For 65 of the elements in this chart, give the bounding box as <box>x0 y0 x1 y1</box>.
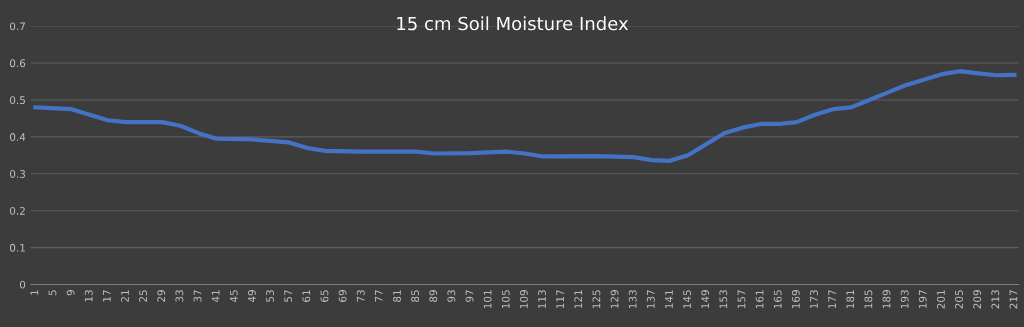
x-tick-label: 125 <box>592 290 601 309</box>
x-tick-label: 169 <box>791 290 800 309</box>
y-tick-label: 0.2 <box>9 206 25 215</box>
x-tick-label: 81 <box>393 290 401 302</box>
x-tick-label: 93 <box>447 290 456 302</box>
x-tick-label: 181 <box>846 290 855 309</box>
x-tick-label: 193 <box>900 290 909 309</box>
x-tick-label: 77 <box>375 290 383 302</box>
x-tick-label: 117 <box>556 290 564 309</box>
x-tick-label: 33 <box>175 290 184 302</box>
x-tick-label: 217 <box>1009 290 1018 309</box>
x-tick-label: 173 <box>810 290 818 309</box>
y-tick-label: 0 <box>19 280 26 289</box>
x-tick-label: 121 <box>574 290 583 309</box>
x-tick-label: 129 <box>610 290 619 309</box>
x-tick-label: 1 <box>30 290 39 295</box>
x-tick-label: 37 <box>193 290 202 302</box>
x-tick-label: 89 <box>429 290 438 302</box>
x-tick-label: 5 <box>48 290 57 296</box>
x-tick-label: 105 <box>501 290 510 309</box>
x-tick-label: 209 <box>973 290 982 309</box>
x-tick-label: 113 <box>538 290 546 309</box>
x-tick-label: 157 <box>737 290 746 309</box>
x-tick-label: 213 <box>991 290 1000 309</box>
y-tick-label: 0.5 <box>9 96 25 105</box>
x-tick-label: 21 <box>121 290 129 302</box>
x-tick-label: 161 <box>755 290 764 309</box>
y-tick-label: 0.3 <box>9 170 26 178</box>
x-tick-label: 41 <box>211 290 220 303</box>
x-tick-label: 153 <box>719 290 728 309</box>
x-tick-label: 149 <box>701 290 710 309</box>
x-tick-label: 9 <box>66 290 75 296</box>
x-tick-label: 13 <box>84 290 93 302</box>
y-tick-label: 0.4 <box>9 133 26 141</box>
x-tick-label: 177 <box>828 290 836 309</box>
x-tick-label: 29 <box>157 290 166 302</box>
x-tick-label: 61 <box>302 290 311 302</box>
x-tick-label: 69 <box>338 290 347 302</box>
x-tick-label: 165 <box>773 290 782 309</box>
line-series <box>33 69 1017 163</box>
x-tick-label: 197 <box>918 290 927 309</box>
x-tick-label: 133 <box>628 290 637 309</box>
x-tick-label: 189 <box>882 290 891 309</box>
x-tick-label: 57 <box>284 290 293 302</box>
x-tick-label: 145 <box>683 290 691 309</box>
x-tick-label: 141 <box>665 290 673 309</box>
x-tick-label: 53 <box>266 290 274 302</box>
x-tick-label: 65 <box>320 290 329 302</box>
x-tick-label: 109 <box>519 290 528 309</box>
y-tick-label: 0.1 <box>9 243 25 252</box>
x-tick-label: 201 <box>936 290 945 309</box>
x-tick-label: 73 <box>356 290 365 302</box>
y-tick-label: 0.6 <box>9 59 26 68</box>
x-tick-label: 137 <box>646 290 655 309</box>
x-tick-label: 185 <box>864 290 873 309</box>
x-tick-label: 97 <box>465 290 474 302</box>
x-tick-label: 45 <box>229 290 238 303</box>
x-tick-label: 101 <box>483 290 492 309</box>
chart-title: 15 cm Soil Moisture Index <box>397 16 629 31</box>
x-tick-label: 25 <box>139 290 148 302</box>
x-tick-label: 17 <box>103 290 111 302</box>
x-tick-label: 85 <box>411 290 420 302</box>
x-tick-label: 49 <box>247 290 256 303</box>
y-tick-label: 0.7 <box>9 22 25 31</box>
x-tick-label: 205 <box>955 290 963 309</box>
